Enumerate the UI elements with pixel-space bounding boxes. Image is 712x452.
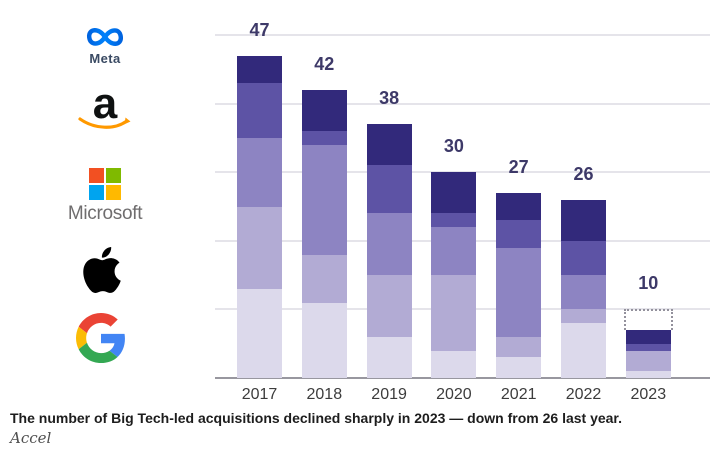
microsoft-square-red — [89, 168, 104, 183]
amazon-a-letter: a — [92, 79, 118, 128]
microsoft-square-yellow — [106, 185, 121, 200]
bar-segment-microsoft — [301, 144, 347, 255]
bar-segment-microsoft — [237, 137, 282, 207]
bar-2020 — [431, 172, 477, 378]
bar-segment-apple — [496, 336, 542, 358]
bar-2017 — [237, 55, 282, 378]
bar-value-label: 42 — [314, 53, 335, 74]
bar-segment-microsoft — [431, 227, 477, 276]
chart-plot: 47 2017 42 2018 38 2019 30 2020 27 2021 26 2022 10 20… — [215, 0, 710, 403]
apple-logo — [79, 245, 125, 295]
bar-segment-meta — [496, 192, 542, 221]
amazon-smile-icon — [78, 117, 131, 129]
bar-value-label: 47 — [249, 19, 270, 40]
projected-range-box — [623, 309, 673, 330]
x-axis-label: 2017 — [241, 386, 278, 403]
bar-segment-meta — [366, 124, 412, 166]
bar-value-label: 30 — [443, 136, 464, 157]
gridline — [215, 171, 710, 174]
bar-segment-google — [301, 302, 347, 378]
bar-segment-amazon — [366, 165, 412, 214]
microsoft-squares-icon — [89, 168, 121, 200]
bar-segment-apple — [561, 309, 606, 324]
x-axis-label: 2022 — [565, 386, 602, 403]
x-axis-label: 2021 — [500, 386, 537, 403]
bar-segment-meta — [237, 55, 282, 84]
bar-value-label: 10 — [638, 273, 659, 294]
figure-source: Accel — [10, 429, 52, 447]
bar-segment-google — [496, 357, 542, 378]
meta-wordmark: Meta — [89, 51, 121, 66]
google-g-icon — [76, 313, 125, 363]
bar-2023 — [625, 329, 671, 378]
gridline — [215, 34, 710, 36]
bar-segment-amazon — [431, 213, 477, 228]
x-axis-label: 2018 — [306, 386, 343, 403]
bar-value-label: 27 — [508, 156, 529, 177]
bar-segment-amazon — [301, 131, 347, 145]
bar-2021 — [496, 192, 542, 378]
bar-segment-apple — [625, 350, 671, 372]
bar-2019 — [366, 124, 412, 378]
bar-segment-google — [561, 323, 606, 378]
apple-icon — [83, 247, 121, 293]
bar-segment-meta — [561, 199, 606, 241]
microsoft-square-blue — [89, 185, 104, 200]
bar-value-label: 26 — [573, 163, 594, 184]
meta-logo: Meta — [68, 24, 142, 66]
bar-segment-apple — [366, 275, 412, 337]
microsoft-logo: Microsoft — [52, 168, 158, 225]
amazon-logo: a — [68, 79, 142, 131]
bar-segment-meta — [625, 329, 671, 344]
bar-segment-amazon — [496, 220, 542, 248]
bar-2022 — [561, 199, 606, 378]
x-axis-label: 2019 — [371, 386, 407, 403]
bar-segment-amazon — [237, 83, 282, 138]
bar-value-label: 38 — [379, 88, 400, 109]
google-logo — [76, 313, 126, 363]
microsoft-square-green — [106, 168, 121, 183]
bar-segment-meta — [431, 172, 477, 214]
bar-segment-google — [431, 350, 477, 378]
bar-segment-amazon — [561, 240, 606, 276]
bar-2018 — [301, 89, 347, 378]
bar-segment-microsoft — [561, 275, 606, 310]
x-axis-label: 2023 — [630, 386, 667, 403]
bar-segment-amazon — [625, 343, 671, 351]
gridline — [215, 102, 710, 105]
bar-segment-google — [366, 336, 412, 378]
bar-segment-meta — [301, 89, 347, 132]
microsoft-wordmark: Microsoft — [67, 203, 143, 224]
bar-segment-apple — [237, 206, 282, 289]
meta-infinity-icon — [87, 28, 123, 46]
bar-segment-microsoft — [496, 247, 542, 337]
x-axis-line — [215, 377, 710, 379]
figure-caption: The number of Big Tech-led acquisitions … — [10, 410, 623, 426]
x-axis-label: 2020 — [436, 386, 472, 403]
bar-segment-apple — [431, 275, 477, 351]
bar-segment-google — [625, 371, 671, 378]
bar-segment-microsoft — [366, 213, 412, 276]
bar-segment-google — [237, 288, 282, 378]
bar-segment-apple — [301, 254, 347, 303]
